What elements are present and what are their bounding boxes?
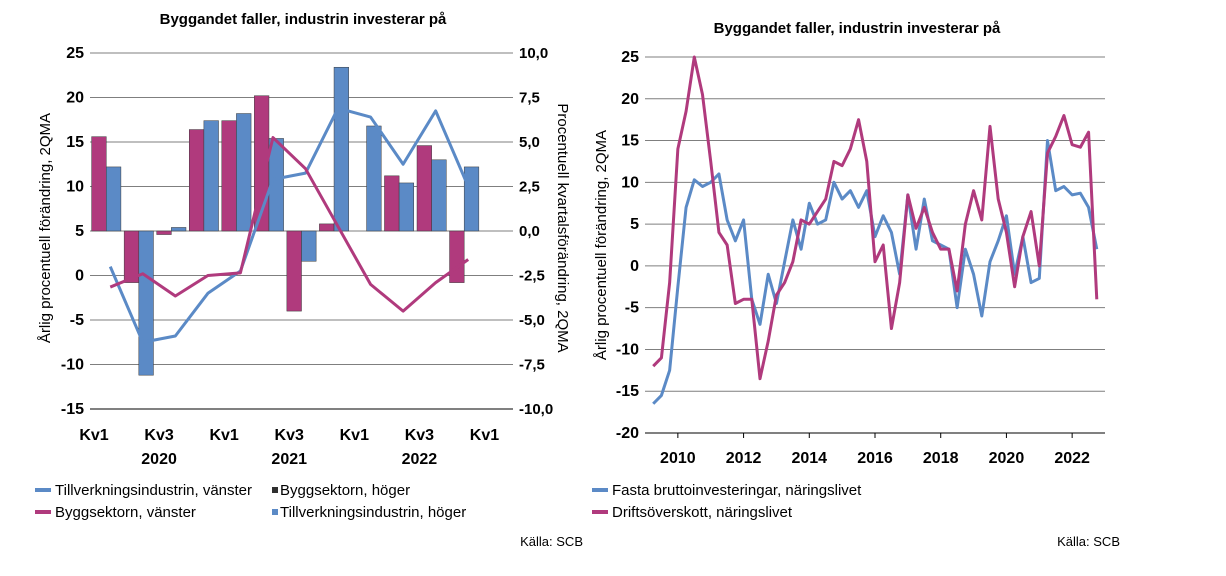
left-lines [108,106,470,344]
bar-tillverkningsindustrin [301,230,317,262]
right-y-tick-label: 7,5 [519,90,540,107]
right-x-tick-label: 2022 [1054,450,1090,467]
bar-tillverkningsindustrin [333,66,349,232]
bar-tillverkningsindustrin [236,113,252,232]
right-source: Källa: SCB [1057,534,1120,549]
left-x-tick-label: Kv3 [275,427,304,444]
left-year-label: 2020 [141,451,177,468]
legend-label: Fasta bruttoinvesteringar, näringslivet [612,482,862,499]
legend-label: Tillverkningsindustrin, vänster [55,482,252,499]
right-x-tick-label: 2018 [923,450,959,467]
bar-byggsektorn [449,230,465,283]
left-chart-title: Byggandet faller, industrin investerar p… [160,11,447,28]
left-x-tick-label: Kv1 [209,427,238,444]
right-x-tick-label: 2014 [791,450,827,467]
bar-byggsektorn [286,230,302,312]
line-driftsoverskott [652,55,1099,381]
right-y-tick-label: -2,5 [519,268,545,285]
left-y-tick-label: 10 [66,179,84,196]
right-y-tick-label: 5,0 [519,134,540,151]
legend-label: Tillverkningsindustrin, höger [280,504,466,521]
line-fasta-bruttoinvesteringar [652,139,1099,405]
right-axes: 25 20 15 10 5 0 -5 -10 -15 -20 2010 2012 2014 2016 201… [616,49,1105,467]
right-y-tick-label: 15 [621,133,639,150]
bar-byggsektorn [384,175,400,232]
right-y-tick-label: 10 [621,174,639,191]
right-y-tick-label: 0 [630,258,639,275]
left-y-tick-label: 25 [66,45,84,62]
left-x-tick-label: Kv3 [405,427,434,444]
left-y-tick-label: -5 [70,312,84,329]
right-y-tick-label: -5,0 [519,312,545,329]
bar-tillverkningsindustrin [106,166,122,232]
bar-byggsektorn [416,145,432,232]
left-source: Källa: SCB [520,534,583,549]
right-y-tick-label: -15 [616,383,639,400]
line-tillverkningsindustrin-vanster [108,106,470,344]
bar-tillverkningsindustrin [431,159,447,232]
left-axes: 25 20 15 10 5 0 -5 -10 -15 10,0 7,5 5,0 2,5 0,0 -2,5 -5… [61,45,553,468]
right-y-tick-label: 25 [621,49,639,66]
bar-tillverkningsindustrin [463,166,480,232]
left-y-tick-label: 5 [75,223,84,240]
right-lines [652,55,1099,405]
right-y-tick-label: -7,5 [519,357,545,374]
right-y-tick-label: 10,0 [519,45,548,62]
bar-tillverkningsindustrin [398,182,415,232]
left-x-tick-label: Kv3 [144,427,173,444]
right-x-tick-label: 2012 [726,450,762,467]
left-bars [91,66,480,376]
left-y-axis-label: Årlig procentuell förändring, 2QMA [37,113,54,343]
right-x-tick-label: 2016 [857,450,893,467]
bar-byggsektorn [91,136,107,232]
right-y-tick-label: -5 [625,300,639,317]
legend-label: Byggsektorn, vänster [55,504,196,521]
right-y-tick-label: -10 [616,341,639,358]
right-chart-y-axis-label: Årlig procentuell förändring, 2QMA [593,130,610,360]
left-y-tick-label: 20 [66,90,84,107]
left-year-label: 2021 [271,451,307,468]
legend-label: Byggsektorn, höger [280,482,410,499]
right-y-tick-label: 5 [630,216,639,233]
legend-swatch [272,509,278,515]
right-y-axis-label: Procentuell kvartalsförändring, 2QMA [554,103,571,352]
bar-byggsektorn [156,230,172,235]
left-chart: Byggandet faller, industrin investerar p… [35,11,583,549]
bar-byggsektorn [221,120,237,232]
line-byggsektorn-vanster [109,136,470,313]
right-y-tick-label: -10,0 [519,401,553,418]
bar-tillverkningsindustrin [268,138,284,232]
right-legend: Fasta bruttoinvesteringar, näringslivet D… [592,482,862,521]
left-y-tick-label: 0 [75,268,84,285]
left-x-tick-label: Kv1 [79,427,108,444]
right-y-tick-label: 20 [621,91,639,108]
right-x-tick-label: 2010 [660,450,696,467]
right-chart: Byggandet faller, industrin investerar p… [592,20,1120,549]
bar-tillverkningsindustrin [138,230,154,376]
left-x-tick-label: Kv1 [470,427,499,444]
right-gridlines [645,56,1105,392]
left-y-tick-label: -15 [61,401,84,418]
right-y-tick-label: 2,5 [519,179,540,196]
bar-tillverkningsindustrin [171,227,187,232]
bar-byggsektorn [319,223,335,232]
left-y-tick-label: -10 [61,357,84,374]
left-year-label: 2022 [402,451,438,468]
left-y-tick-label: 15 [66,134,84,151]
bar-tillverkningsindustrin [203,120,219,232]
bar-tillverkningsindustrin [366,125,382,232]
legend-label: Driftsöverskott, näringslivet [612,504,793,521]
legend-swatch [272,487,278,493]
right-y-tick-label: 0,0 [519,223,540,240]
right-y-tick-label: -20 [616,425,639,442]
right-chart-title: Byggandet faller, industrin investerar p… [714,20,1001,37]
right-x-tick-label: 2020 [989,450,1025,467]
bar-byggsektorn [188,129,205,232]
left-legend: Tillverkningsindustrin, vänster Byggsekto… [35,482,466,521]
left-x-tick-label: Kv1 [340,427,369,444]
